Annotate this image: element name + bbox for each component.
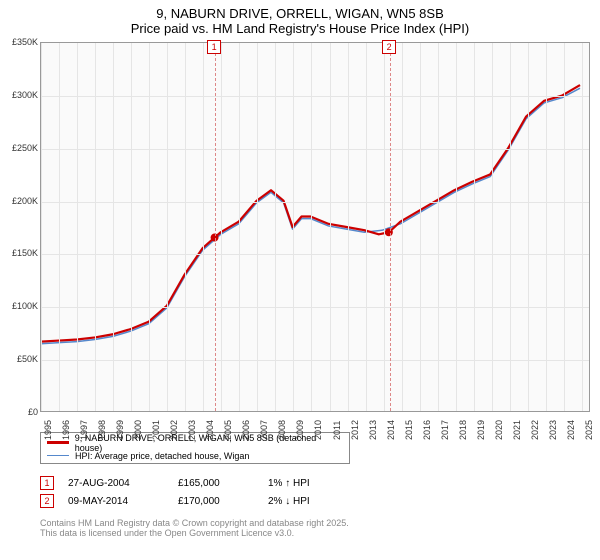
x-tick-label: 2005 [223, 420, 233, 440]
x-tick-label: 2002 [169, 420, 179, 440]
x-tick-label: 1999 [115, 420, 125, 440]
x-tick-label: 2010 [313, 420, 323, 440]
sale-marker-box: 2 [382, 40, 396, 54]
x-tick-label: 2006 [241, 420, 251, 440]
x-tick-label: 2013 [368, 420, 378, 440]
y-tick-label: £50K [17, 354, 38, 364]
x-tick-label: 2017 [440, 420, 450, 440]
footer: Contains HM Land Registry data © Crown c… [40, 518, 349, 538]
sales-price: £165,000 [178, 478, 268, 489]
x-tick-label: 2007 [259, 420, 269, 440]
x-tick-label: 2015 [404, 420, 414, 440]
x-tick-label: 2008 [277, 420, 287, 440]
x-tick-label: 2019 [476, 420, 486, 440]
legend-label: HPI: Average price, detached house, Wiga… [75, 451, 249, 461]
y-tick-label: £200K [12, 196, 38, 206]
footer-line-1: Contains HM Land Registry data © Crown c… [40, 518, 349, 528]
x-tick-label: 1997 [79, 420, 89, 440]
x-tick-label: 2004 [205, 420, 215, 440]
y-tick-label: £300K [12, 90, 38, 100]
plot-area [40, 42, 590, 412]
x-tick-label: 2018 [458, 420, 468, 440]
x-tick-label: 2000 [133, 420, 143, 440]
sales-row: 2 09-MAY-2014£170,0002% ↓ HPI [40, 492, 348, 510]
sales-marker-icon: 1 [40, 476, 54, 490]
y-tick-label: £100K [12, 301, 38, 311]
x-tick-label: 2016 [422, 420, 432, 440]
y-tick-label: £0 [28, 407, 38, 417]
chart-title-1: 9, NABURN DRIVE, ORRELL, WIGAN, WN5 8SB [0, 0, 600, 21]
sales-date: 09-MAY-2014 [68, 496, 178, 507]
sales-date: 27-AUG-2004 [68, 478, 178, 489]
sales-table: 1 27-AUG-2004£165,0001% ↑ HPI 2 09-MAY-2014… [40, 474, 348, 510]
sales-price: £170,000 [178, 496, 268, 507]
y-tick-label: £150K [12, 248, 38, 258]
footer-line-2: This data is licensed under the Open Gov… [40, 528, 349, 538]
x-tick-label: 2022 [530, 420, 540, 440]
x-tick-label: 2014 [386, 420, 396, 440]
y-tick-label: £250K [12, 143, 38, 153]
sales-note: 2% ↓ HPI [268, 496, 348, 507]
x-tick-label: 2001 [151, 420, 161, 440]
chart-title-2: Price paid vs. HM Land Registry's House … [0, 21, 600, 36]
x-tick-label: 2012 [350, 420, 360, 440]
y-tick-label: £350K [12, 37, 38, 47]
x-tick-label: 1996 [61, 420, 71, 440]
sales-row: 1 27-AUG-2004£165,0001% ↑ HPI [40, 474, 348, 492]
chart-container: 9, NABURN DRIVE, ORRELL, WIGAN, WN5 8SB … [0, 0, 600, 560]
x-tick-label: 2021 [512, 420, 522, 440]
x-tick-label: 2009 [295, 420, 305, 440]
sales-note: 1% ↑ HPI [268, 478, 348, 489]
sale-marker-box: 1 [207, 40, 221, 54]
x-tick-label: 1995 [43, 420, 53, 440]
x-tick-label: 2025 [584, 420, 594, 440]
x-tick-label: 2003 [187, 420, 197, 440]
sales-marker-icon: 2 [40, 494, 54, 508]
x-tick-label: 2020 [494, 420, 504, 440]
x-tick-label: 2024 [566, 420, 576, 440]
chart-svg [41, 43, 589, 411]
x-tick-label: 1998 [97, 420, 107, 440]
x-tick-label: 2023 [548, 420, 558, 440]
x-tick-label: 2011 [332, 421, 342, 440]
